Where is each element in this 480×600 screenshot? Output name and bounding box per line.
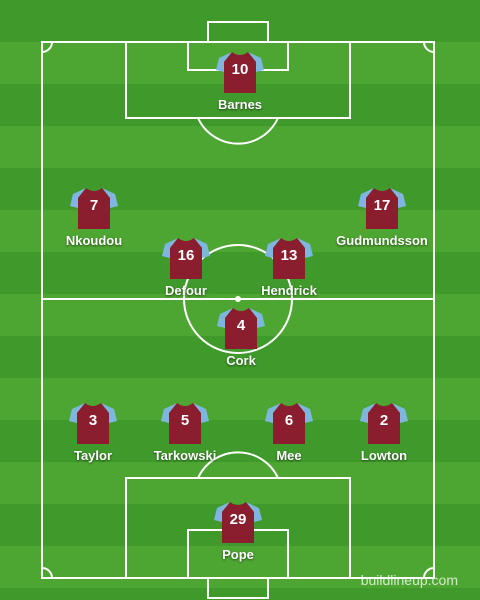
player-name: Barnes xyxy=(217,97,263,112)
player-cork[interactable]: 4 Cork xyxy=(181,306,301,368)
player-number: 10 xyxy=(231,61,249,78)
player-name: Gudmundsson xyxy=(336,233,428,248)
shirt-icon: 7 xyxy=(69,186,119,230)
shirt-icon: 2 xyxy=(359,401,409,445)
player-name: Nkoudou xyxy=(65,233,123,248)
player-number: 3 xyxy=(88,412,98,429)
player-number: 17 xyxy=(373,197,391,214)
player-pope[interactable]: 29 Pope xyxy=(178,500,298,562)
player-name: Tarkowski xyxy=(153,448,217,463)
player-hendrick[interactable]: 13 Hendrick xyxy=(229,236,349,298)
shirt-icon: 10 xyxy=(215,50,265,94)
player-number: 13 xyxy=(280,247,298,264)
player-name: Lowton xyxy=(360,448,408,463)
player-name: Defour xyxy=(165,283,207,298)
player-mee[interactable]: 6 Mee xyxy=(229,401,349,463)
shirt-icon: 17 xyxy=(357,186,407,230)
player-gudmundsson[interactable]: 17 Gudmundsson xyxy=(322,186,442,248)
player-nkoudou[interactable]: 7 Nkoudou xyxy=(34,186,154,248)
player-name: Pope xyxy=(222,547,254,562)
player-name: Taylor xyxy=(73,448,113,463)
shirt-icon: 6 xyxy=(264,401,314,445)
player-tarkowski[interactable]: 5 Tarkowski xyxy=(125,401,245,463)
center-circle xyxy=(183,244,293,354)
bottom-penalty-arc xyxy=(197,451,279,479)
shirt-icon: 16 xyxy=(161,236,211,280)
player-barnes[interactable]: 10 Barnes xyxy=(180,50,300,112)
corner-arc-top-right xyxy=(423,41,435,53)
shirt-icon: 29 xyxy=(213,500,263,544)
shirt-icon: 5 xyxy=(160,401,210,445)
player-number: 2 xyxy=(379,412,389,429)
player-name: Hendrick xyxy=(261,283,317,298)
corner-arc-bottom-left xyxy=(41,567,53,579)
shirt-icon: 13 xyxy=(264,236,314,280)
player-number: 4 xyxy=(236,317,246,334)
shirt-icon: 3 xyxy=(68,401,118,445)
player-defour[interactable]: 16 Defour xyxy=(126,236,246,298)
corner-arc-top-left xyxy=(41,41,53,53)
player-number: 29 xyxy=(229,511,247,528)
player-number: 6 xyxy=(284,412,294,429)
player-number: 7 xyxy=(89,197,99,214)
corner-arc-bottom-right xyxy=(423,567,435,579)
player-lowton[interactable]: 2 Lowton xyxy=(324,401,444,463)
player-name: Mee xyxy=(276,448,302,463)
player-number: 5 xyxy=(180,412,190,429)
player-taylor[interactable]: 3 Taylor xyxy=(33,401,153,463)
center-spot xyxy=(235,296,241,302)
shirt-icon: 4 xyxy=(216,306,266,350)
player-number: 16 xyxy=(177,247,195,264)
bottom-goal xyxy=(207,577,269,599)
top-goal xyxy=(207,21,269,43)
top-penalty-arc xyxy=(197,117,279,145)
watermark: buildlineup.com xyxy=(360,572,458,588)
player-name: Cork xyxy=(226,353,256,368)
